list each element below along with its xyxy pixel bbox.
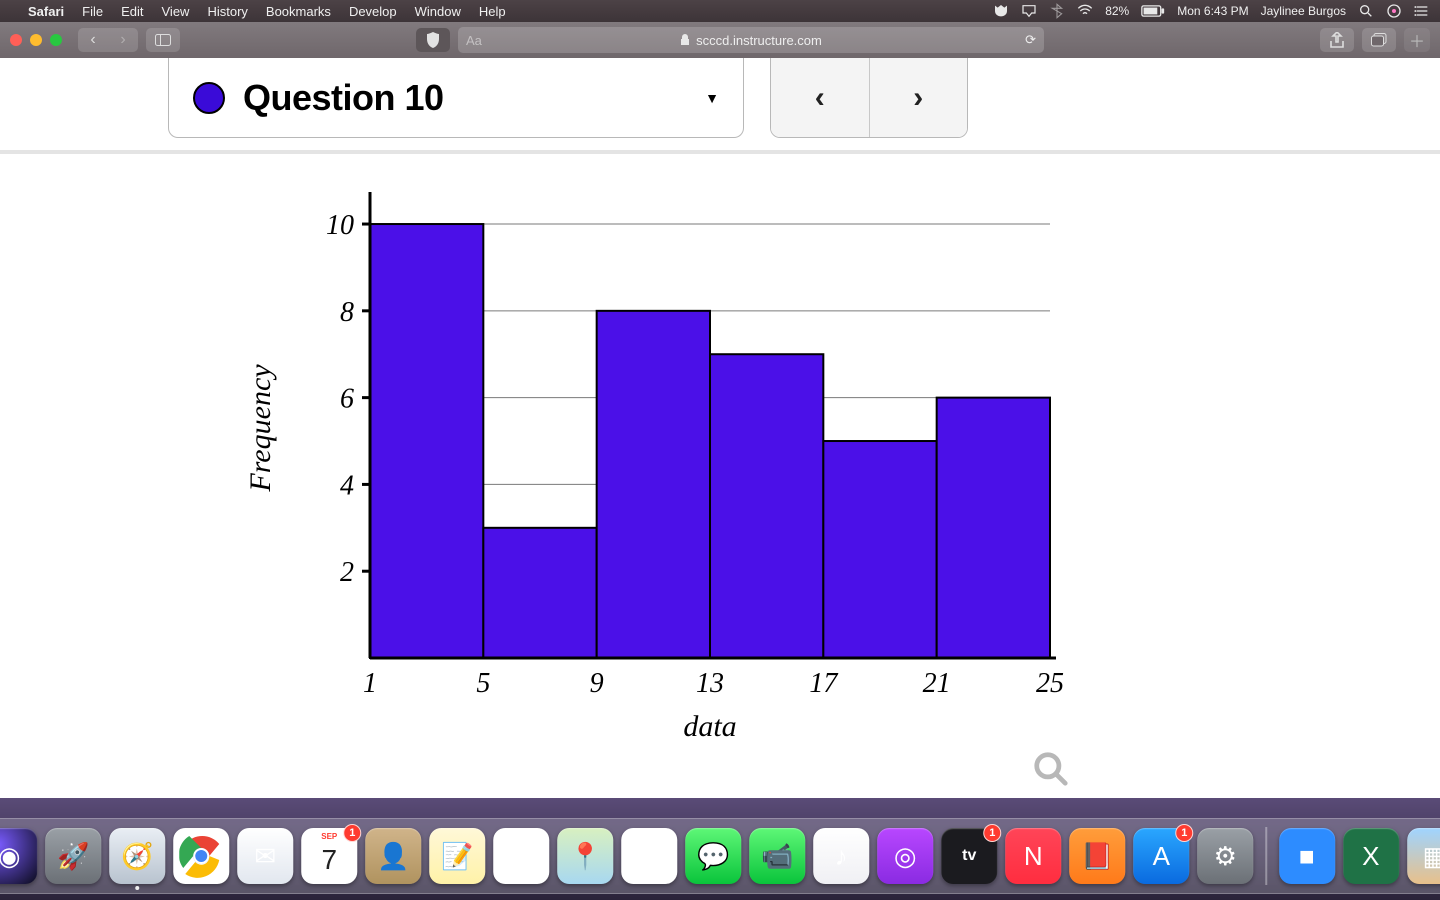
- wifi-icon[interactable]: [1077, 3, 1093, 19]
- menu-window[interactable]: Window: [415, 4, 461, 19]
- dock-books[interactable]: 📕: [1069, 828, 1125, 884]
- svg-text:9: 9: [590, 668, 604, 699]
- reader-button[interactable]: Aa: [466, 33, 482, 48]
- dock-music[interactable]: ♪: [813, 828, 869, 884]
- svg-text:25: 25: [1036, 668, 1064, 699]
- dock-appstore[interactable]: A1: [1133, 828, 1189, 884]
- privacy-report-button[interactable]: [416, 28, 450, 52]
- lock-icon: [680, 34, 690, 46]
- histogram-chart: 2 4 6 8 10 1 5 9 13 17 21 25 Frequency data: [220, 178, 1100, 798]
- svg-text:6: 6: [340, 384, 354, 415]
- svg-text:data: data: [683, 710, 736, 743]
- question-label: Question 10: [243, 77, 444, 119]
- app-name[interactable]: Safari: [28, 4, 64, 19]
- question-nav: ‹ ›: [770, 58, 968, 138]
- question-status-dot: [193, 82, 225, 114]
- new-tab-button[interactable]: ＋: [1404, 28, 1430, 52]
- dock-zoom[interactable]: ■: [1279, 828, 1335, 884]
- dock-calendar[interactable]: SEP71: [301, 828, 357, 884]
- svg-text:8: 8: [340, 297, 354, 328]
- dock-excel[interactable]: X: [1343, 828, 1399, 884]
- dock-messages[interactable]: 💬: [685, 828, 741, 884]
- dock-mail[interactable]: ✉: [237, 828, 293, 884]
- back-button[interactable]: ‹: [78, 31, 108, 49]
- safari-toolbar: ‹ › Aa scccd.instructure.com ⟳ ＋: [0, 22, 1440, 58]
- dock-chrome[interactable]: [173, 828, 229, 884]
- dock-siri[interactable]: ◉: [0, 828, 37, 884]
- dock-notes[interactable]: 📝: [429, 828, 485, 884]
- svg-text:2: 2: [340, 557, 354, 588]
- svg-text:1: 1: [363, 668, 377, 699]
- svg-text:21: 21: [923, 668, 951, 699]
- dock-photos[interactable]: ✿: [621, 828, 677, 884]
- macos-menubar: Safari File Edit View History Bookmarks …: [0, 0, 1440, 22]
- svg-text:4: 4: [340, 470, 354, 501]
- forward-button[interactable]: ›: [108, 31, 138, 49]
- battery-icon[interactable]: [1141, 3, 1165, 19]
- spotlight-icon[interactable]: [1358, 3, 1374, 19]
- bluetooth-icon[interactable]: [1049, 3, 1065, 19]
- dock-maps[interactable]: 📍: [557, 828, 613, 884]
- url-bar[interactable]: Aa scccd.instructure.com ⟳: [458, 27, 1044, 53]
- svg-text:17: 17: [809, 668, 838, 699]
- dock-news[interactable]: N: [1005, 828, 1061, 884]
- menu-file[interactable]: File: [82, 4, 103, 19]
- window-controls: [10, 34, 62, 46]
- prev-question-button[interactable]: ‹: [771, 58, 870, 137]
- zoom-icon[interactable]: [1032, 750, 1070, 788]
- menu-bookmarks[interactable]: Bookmarks: [266, 4, 331, 19]
- dock-launchpad[interactable]: 🚀: [45, 828, 101, 884]
- menu-edit[interactable]: Edit: [121, 4, 143, 19]
- airplay-icon[interactable]: [1021, 3, 1037, 19]
- minimize-window-button[interactable]: [30, 34, 42, 46]
- reload-button[interactable]: ⟳: [1025, 32, 1036, 48]
- svg-text:10: 10: [326, 210, 354, 241]
- menubar-clock[interactable]: Mon 6:43 PM: [1177, 4, 1248, 18]
- back-forward-buttons: ‹ ›: [78, 28, 138, 52]
- question-selector[interactable]: Question 10 ▼: [168, 58, 744, 138]
- zoom-window-button[interactable]: [50, 34, 62, 46]
- dock-tv[interactable]: tv1: [941, 828, 997, 884]
- menu-develop[interactable]: Develop: [349, 4, 397, 19]
- share-button[interactable]: [1320, 28, 1354, 52]
- dock-reminders[interactable]: ∷: [493, 828, 549, 884]
- chevron-down-icon: ▼: [705, 90, 719, 106]
- svg-text:5: 5: [476, 668, 490, 699]
- next-question-button[interactable]: ›: [870, 58, 968, 137]
- menu-extras-icon[interactable]: [1414, 3, 1430, 19]
- dock-preview[interactable]: ▦: [1407, 828, 1440, 884]
- menubar-user[interactable]: Jaylinee Burgos: [1261, 4, 1346, 18]
- sidebar-button[interactable]: [146, 28, 180, 52]
- control-center-icon[interactable]: [1386, 3, 1402, 19]
- menu-history[interactable]: History: [207, 4, 247, 19]
- desktop-wallpaper: ☺◉🚀🧭✉SEP71👤📝∷📍✿💬📹♪◎ tv1N📕A1⚙■X▦: [0, 798, 1440, 900]
- menu-view[interactable]: View: [162, 4, 190, 19]
- svg-text:Frequency: Frequency: [244, 364, 277, 493]
- dock-podcasts[interactable]: ◎: [877, 828, 933, 884]
- dock-settings[interactable]: ⚙: [1197, 828, 1253, 884]
- menu-help[interactable]: Help: [479, 4, 506, 19]
- svg-text:13: 13: [696, 668, 724, 699]
- page-content: Question 10 ▼ ‹ › 2 4 6 8 10 1 5 9 13 17 21 25 Frequ…: [0, 58, 1440, 798]
- dock-facetime[interactable]: 📹: [749, 828, 805, 884]
- dock-safari[interactable]: 🧭: [109, 828, 165, 884]
- tabs-button[interactable]: [1362, 28, 1396, 52]
- malwarebytes-icon[interactable]: [993, 3, 1009, 19]
- close-window-button[interactable]: [10, 34, 22, 46]
- url-host: scccd.instructure.com: [696, 33, 822, 48]
- dock-contacts[interactable]: 👤: [365, 828, 421, 884]
- dock: ☺◉🚀🧭✉SEP71👤📝∷📍✿💬📹♪◎ tv1N📕A1⚙■X▦: [0, 818, 1440, 894]
- battery-percent: 82%: [1105, 4, 1129, 18]
